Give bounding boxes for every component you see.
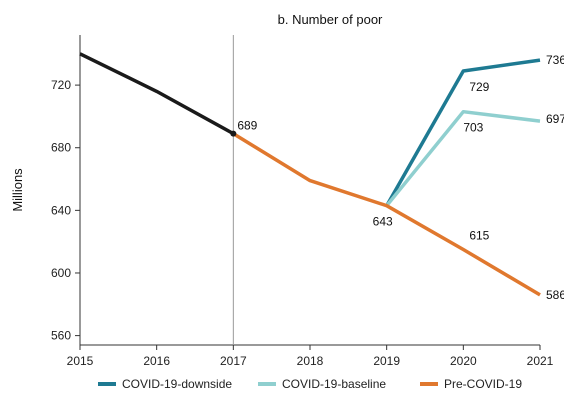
chart-title: b. Number of poor — [278, 12, 383, 27]
y-axis-label: Millions — [10, 168, 25, 212]
series-line-historical — [79, 52, 235, 136]
series-line-covid-19-baseline — [385, 109, 541, 207]
x-tick-label: 2016 — [143, 354, 170, 368]
y-tick-label: 640 — [51, 203, 71, 217]
data-label: 643 — [373, 215, 393, 229]
data-label: 729 — [469, 80, 489, 94]
legend-label: Pre-COVID-19 — [444, 377, 522, 391]
y-tick-label: 680 — [51, 141, 71, 155]
x-tick-label: 2015 — [67, 354, 94, 368]
y-tick-label: 600 — [51, 266, 71, 280]
series-line-covid-19-downside — [385, 58, 541, 207]
data-label: 586 — [546, 288, 564, 302]
data-label: 615 — [469, 228, 489, 242]
y-tick-label: 560 — [51, 329, 71, 343]
x-tick-label: 2018 — [297, 354, 324, 368]
axes-layer: 560 600 640 680 720 2015 2016 2017 2018 2019 2020 2… — [51, 35, 554, 368]
x-tick-label: 2017 — [220, 354, 247, 368]
data-label: 689 — [237, 119, 257, 133]
legend-label: COVID-19-baseline — [282, 377, 386, 391]
y-tick-label: 720 — [51, 78, 71, 92]
legend-label: COVID-19-downside — [122, 377, 232, 391]
data-label: 703 — [463, 121, 483, 135]
series-layer — [79, 52, 541, 297]
data-label: 736 — [546, 53, 564, 67]
x-tick-label: 2019 — [373, 354, 400, 368]
data-label: 697 — [546, 112, 564, 126]
x-tick-label: 2021 — [527, 354, 554, 368]
labels-layer: b. Number of poor Millions 689 643 729 703 615… — [10, 12, 564, 302]
x-tick-label: 2020 — [450, 354, 477, 368]
series-line-pre-covid-19 — [232, 132, 541, 297]
data-point-marker — [230, 130, 237, 137]
legend: COVID-19-downside COVID-19-baseline Pre-CO… — [98, 377, 522, 391]
